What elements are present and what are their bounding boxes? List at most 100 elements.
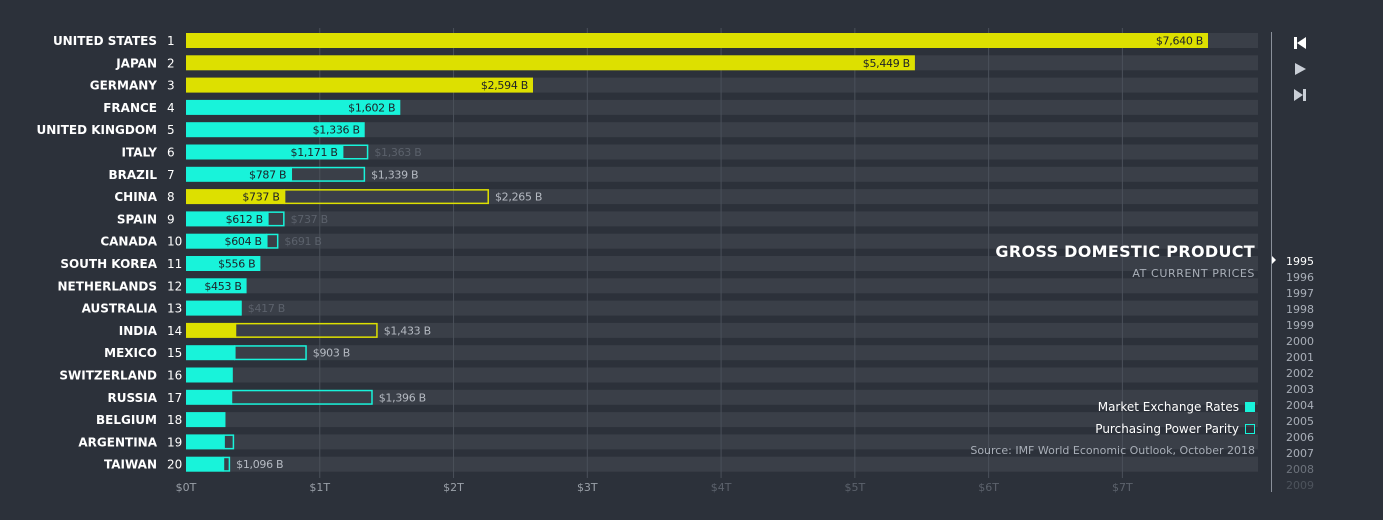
chart-title-block: GROSS DOMESTIC PRODUCT AT CURRENT PRICES: [995, 242, 1255, 280]
year-item[interactable]: 2005: [1286, 415, 1314, 428]
timeline-track[interactable]: [1271, 32, 1272, 492]
rank-label: 1: [167, 34, 175, 48]
skip-back-button[interactable]: [1290, 30, 1310, 56]
x-tick-label: $7T: [1112, 481, 1133, 494]
rank-label: 12: [167, 279, 182, 293]
value-label-ppp: $2,265 B: [495, 191, 542, 204]
bar-mer: [186, 122, 365, 138]
rank-label: 17: [167, 391, 182, 405]
year-item[interactable]: 1999: [1286, 319, 1314, 332]
legend-item-mer: Market Exchange Rates: [1095, 396, 1255, 418]
row-track: [186, 456, 1258, 472]
play-icon: [1295, 63, 1306, 75]
country-label: GERMANY: [90, 79, 158, 93]
country-label: SPAIN: [117, 212, 157, 226]
year-item[interactable]: 2000: [1286, 335, 1314, 348]
row-track: [186, 300, 1258, 316]
bar-mer: [186, 256, 261, 271]
year-item[interactable]: 2009: [1286, 479, 1314, 492]
country-label: RUSSIA: [108, 391, 158, 405]
bar-mer: [186, 300, 241, 316]
value-label-ppp: $737 B: [291, 213, 328, 226]
rank-label: 19: [167, 435, 182, 449]
rank-label: 13: [167, 302, 182, 316]
bar-ppp: [341, 144, 369, 160]
bar-ppp: [266, 233, 279, 249]
bar-mer: [186, 434, 225, 450]
legend-swatch-ppp: [1245, 424, 1255, 434]
country-label: JAPAN: [115, 56, 157, 70]
row-track: [186, 189, 1258, 205]
legend-swatch-mer: [1245, 402, 1255, 412]
value-label-mer: $5,449 B: [863, 57, 910, 70]
country-label: SWITZERLAND: [59, 369, 157, 383]
value-label-ppp: $1,396 B: [379, 391, 426, 404]
rank-label: 14: [167, 324, 182, 338]
rank-label: 16: [167, 369, 182, 383]
year-item[interactable]: 2004: [1286, 399, 1314, 412]
bar-ppp: [222, 456, 231, 472]
rank-label: 2: [167, 56, 175, 70]
value-label-ppp: $1,363 B: [374, 146, 421, 159]
value-label-mer: $787 B: [249, 168, 286, 181]
bar-mer: [186, 55, 915, 71]
rank-label: 7: [167, 168, 175, 182]
skip-forward-button[interactable]: [1290, 82, 1310, 108]
year-item[interactable]: 2003: [1286, 383, 1314, 396]
bar-mer: [186, 144, 343, 160]
rank-label: 11: [167, 257, 182, 271]
value-label-ppp: $1,433 B: [384, 324, 431, 337]
country-label: NETHERLANDS: [58, 279, 158, 293]
year-item[interactable]: 2007: [1286, 447, 1314, 460]
value-label-mer: $556 B: [218, 258, 255, 271]
row-track: [186, 144, 1258, 160]
country-label: MEXICO: [104, 346, 157, 360]
country-label: AUSTRALIA: [82, 302, 158, 316]
x-tick-label: $0T: [176, 481, 197, 494]
value-label-mer: $612 B: [226, 213, 263, 226]
rank-label: 15: [167, 346, 182, 360]
skip-forward-icon: [1294, 89, 1306, 101]
bar-ppp: [234, 322, 378, 338]
country-label: ITALY: [122, 146, 158, 160]
rank-label: 18: [167, 413, 182, 427]
country-label: UNITED KINGDOM: [36, 123, 157, 137]
bar-mer: [186, 33, 1208, 48]
bar-mer: [186, 211, 268, 227]
country-label: UNITED STATES: [53, 34, 157, 48]
country-label: ARGENTINA: [78, 435, 157, 449]
bar-mer: [186, 389, 232, 405]
row-track: [186, 211, 1258, 227]
timeline-caret-icon: [1272, 256, 1276, 264]
year-item[interactable]: 1996: [1286, 271, 1314, 284]
bar-mer: [186, 456, 224, 472]
country-label: SOUTH KOREA: [60, 257, 157, 271]
rank-label: 3: [167, 79, 175, 93]
rank-label: 9: [167, 212, 175, 226]
bar-mer: [186, 367, 233, 383]
year-item[interactable]: 2002: [1286, 367, 1314, 380]
value-label-mer: $737 B: [242, 191, 279, 204]
bar-mer: [186, 233, 267, 249]
country-label: INDIA: [119, 324, 158, 338]
year-item[interactable]: 2001: [1286, 351, 1314, 364]
bar-mer: [186, 189, 285, 205]
year-item[interactable]: 2008: [1286, 463, 1314, 476]
source-note: Source: IMF World Economic Outlook, Octo…: [970, 444, 1255, 457]
value-label-mer: $7,640 B: [1156, 35, 1203, 48]
bar-ppp: [290, 166, 366, 182]
legend: Market Exchange Rates Purchasing Power P…: [1095, 396, 1255, 440]
x-tick-label: $4T: [711, 481, 732, 494]
year-item[interactable]: 2006: [1286, 431, 1314, 444]
bar-ppp: [283, 189, 489, 205]
rank-label: 20: [167, 458, 182, 472]
year-item[interactable]: 1997: [1286, 287, 1314, 300]
country-label: BRAZIL: [109, 168, 158, 182]
chart-title: GROSS DOMESTIC PRODUCT: [995, 242, 1255, 261]
row-track: [186, 278, 1258, 294]
rank-label: 4: [167, 101, 175, 115]
year-item[interactable]: 1998: [1286, 303, 1314, 316]
year-item[interactable]: 1995: [1286, 255, 1314, 268]
play-button[interactable]: [1290, 56, 1310, 82]
